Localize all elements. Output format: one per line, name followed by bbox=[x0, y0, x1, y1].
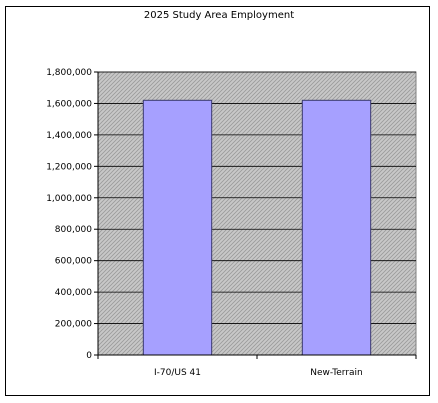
bar-1 bbox=[142, 99, 213, 356]
x-tick-labels: I-70/US 41 New-Terrain bbox=[154, 368, 363, 378]
y-tick-label: 800,000 bbox=[55, 225, 92, 235]
bars bbox=[142, 99, 372, 356]
bar-2 bbox=[301, 99, 372, 356]
y-tick-label: 1,000,000 bbox=[46, 194, 92, 204]
x-tick-label: New-Terrain bbox=[310, 368, 363, 378]
y-tick-label: 1,400,000 bbox=[46, 131, 92, 141]
y-tick-label: 1,200,000 bbox=[46, 162, 92, 172]
x-tick-label: I-70/US 41 bbox=[154, 368, 201, 378]
y-tick-label: 1,800,000 bbox=[46, 68, 92, 78]
y-tick-labels: 0 200,000 400,000 600,000 800,000 1,000,000 1,… bbox=[46, 68, 92, 361]
y-tick-label: 0 bbox=[86, 351, 92, 361]
y-tick-label: 400,000 bbox=[55, 288, 92, 298]
chart-title: 2025 Study Area Employment bbox=[143, 10, 295, 21]
y-tick-label: 1,600,000 bbox=[46, 99, 92, 109]
y-tick-label: 200,000 bbox=[55, 320, 92, 330]
y-tick-label: 600,000 bbox=[55, 257, 92, 267]
axes bbox=[94, 71, 417, 359]
